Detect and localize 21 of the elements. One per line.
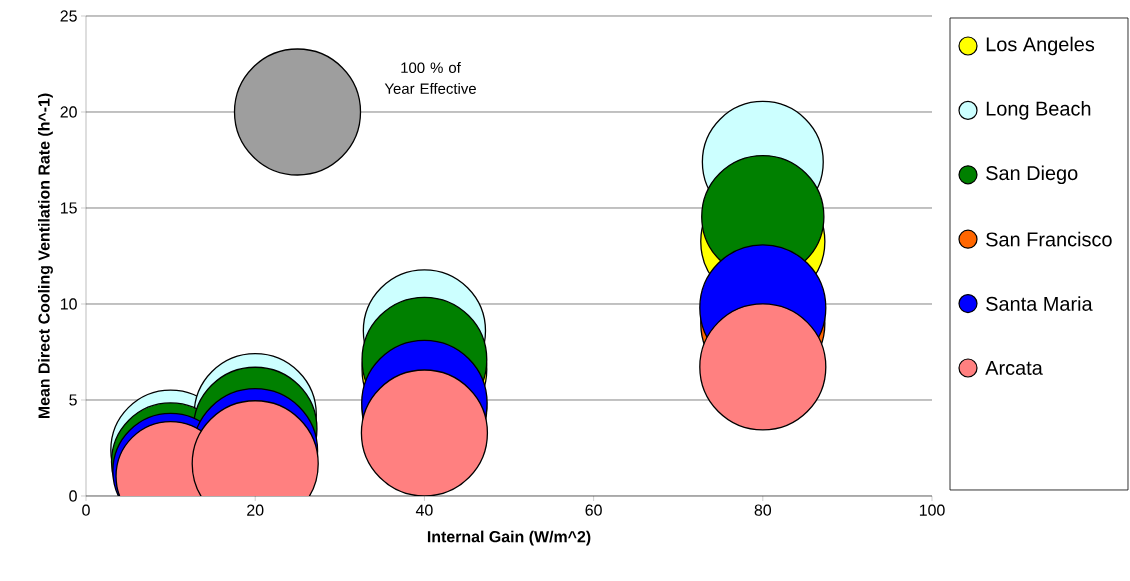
legend-label: Santa Maria [986, 296, 1093, 311]
y-axis-title: Mean Direct Cooling Ventilation Rate (h^-1) [38, 93, 53, 419]
x-tick-label: 60 [585, 504, 602, 516]
legend-label: San Francisco [986, 231, 1112, 247]
y-tick-label: 10 [60, 298, 77, 310]
y-tick-label: 15 [60, 202, 77, 214]
legend-label: Long Beach [986, 101, 1091, 120]
x-tick-label: 40 [415, 504, 433, 516]
x-tick-label: 20 [247, 504, 264, 516]
x-axis-title: Internal Gain (W/m^2) [427, 530, 591, 546]
y-tick-label: 25 [60, 10, 77, 22]
y-tick-label: 0 [69, 490, 77, 502]
legend-label: Arcata [985, 361, 1043, 375]
x-tick-label: 0 [82, 504, 90, 516]
legend-label: Los Angeles [986, 36, 1095, 56]
y-tick-label: 20 [60, 106, 77, 118]
x-tick-label: 80 [754, 504, 772, 516]
legend-label: 100 % of Year Effective [384, 62, 476, 94]
legend-label: San Diego [986, 165, 1078, 185]
y-tick-label: 5 [69, 394, 77, 406]
x-tick-label: 100 [919, 504, 945, 516]
